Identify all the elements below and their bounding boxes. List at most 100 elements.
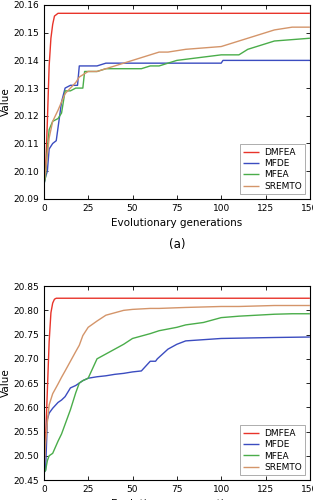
- MFDE: [237, 58, 241, 64]
- MFEA: [45, 458, 49, 464]
- MFEA: [202, 320, 205, 326]
- SREMTO: [184, 46, 187, 52]
- MFEA: [42, 470, 46, 476]
- MFEA: [175, 324, 179, 330]
- SREMTO: [63, 90, 67, 96]
- MFEA: [47, 126, 51, 132]
- DMFEA: [56, 295, 60, 301]
- SREMTO: [74, 348, 78, 354]
- SREMTO: [273, 302, 276, 308]
- X-axis label: Evolutionary generations: Evolutionary generations: [111, 218, 243, 228]
- MFDE: [140, 368, 143, 374]
- SREMTO: [157, 306, 161, 312]
- DMFEA: [51, 300, 54, 306]
- SREMTO: [60, 374, 64, 380]
- Line: MFEA: MFEA: [44, 38, 310, 185]
- MFEA: [140, 66, 143, 71]
- MFDE: [156, 356, 159, 362]
- SREMTO: [237, 38, 241, 44]
- DMFEA: [53, 13, 56, 19]
- Y-axis label: Value: Value: [0, 88, 10, 117]
- MFEA: [60, 431, 64, 437]
- SREMTO: [308, 24, 312, 30]
- MFEA: [95, 356, 99, 362]
- MFDE: [60, 99, 64, 105]
- MFEA: [273, 311, 276, 317]
- MFDE: [76, 82, 80, 88]
- MFDE: [60, 397, 64, 403]
- SREMTO: [166, 49, 170, 55]
- MFEA: [184, 322, 187, 328]
- DMFEA: [56, 10, 60, 16]
- SREMTO: [113, 310, 117, 316]
- MFEA: [255, 44, 259, 50]
- MFEA: [74, 390, 78, 396]
- SREMTO: [104, 312, 108, 318]
- SREMTO: [273, 27, 276, 33]
- Text: (a): (a): [169, 238, 185, 250]
- MFDE: [79, 63, 83, 69]
- MFDE: [45, 416, 49, 422]
- SREMTO: [44, 440, 48, 446]
- MFDE: [308, 334, 312, 340]
- SREMTO: [131, 58, 134, 64]
- SREMTO: [77, 74, 81, 80]
- SREMTO: [219, 304, 223, 310]
- DMFEA: [42, 182, 46, 188]
- SREMTO: [77, 342, 81, 348]
- MFEA: [45, 146, 49, 152]
- MFEA: [219, 314, 223, 320]
- MFEA: [42, 182, 46, 188]
- MFEA: [219, 52, 223, 58]
- MFEA: [81, 378, 85, 384]
- MFEA: [273, 38, 276, 44]
- MFDE: [44, 174, 48, 180]
- MFDE: [175, 342, 179, 347]
- SREMTO: [63, 368, 67, 374]
- MFEA: [113, 346, 117, 352]
- MFEA: [290, 311, 294, 317]
- MFDE: [47, 146, 51, 152]
- MFEA: [175, 58, 179, 64]
- DMFEA: [45, 118, 49, 124]
- MFDE: [51, 140, 54, 146]
- MFDE: [45, 168, 49, 174]
- Line: SREMTO: SREMTO: [44, 27, 310, 185]
- DMFEA: [54, 295, 58, 301]
- SREMTO: [219, 44, 223, 50]
- SREMTO: [45, 152, 49, 158]
- MFDE: [69, 82, 72, 88]
- SREMTO: [237, 304, 241, 310]
- SREMTO: [47, 402, 51, 408]
- SREMTO: [131, 306, 134, 312]
- MFEA: [104, 66, 108, 71]
- SREMTO: [246, 35, 250, 41]
- MFDE: [54, 138, 58, 143]
- Legend: DMFEA, MFDE, MFEA, SREMTO: DMFEA, MFDE, MFEA, SREMTO: [240, 426, 305, 476]
- MFEA: [308, 311, 312, 317]
- MFEA: [56, 438, 60, 444]
- MFDE: [77, 63, 81, 69]
- SREMTO: [122, 308, 126, 314]
- MFEA: [237, 313, 241, 319]
- MFDE: [42, 182, 46, 188]
- SREMTO: [81, 332, 85, 338]
- DMFEA: [49, 35, 53, 41]
- SREMTO: [264, 30, 267, 36]
- DMFEA: [308, 10, 312, 16]
- MFEA: [166, 60, 170, 66]
- DMFEA: [51, 22, 54, 28]
- MFDE: [308, 58, 312, 64]
- SREMTO: [140, 54, 143, 60]
- SREMTO: [157, 49, 161, 55]
- MFDE: [77, 380, 81, 386]
- SREMTO: [69, 85, 72, 91]
- MFEA: [60, 110, 64, 116]
- DMFEA: [42, 470, 46, 476]
- SREMTO: [290, 24, 294, 30]
- DMFEA: [44, 436, 48, 442]
- Line: DMFEA: DMFEA: [44, 14, 310, 185]
- MFDE: [104, 373, 108, 379]
- SREMTO: [86, 324, 90, 330]
- SREMTO: [86, 68, 90, 74]
